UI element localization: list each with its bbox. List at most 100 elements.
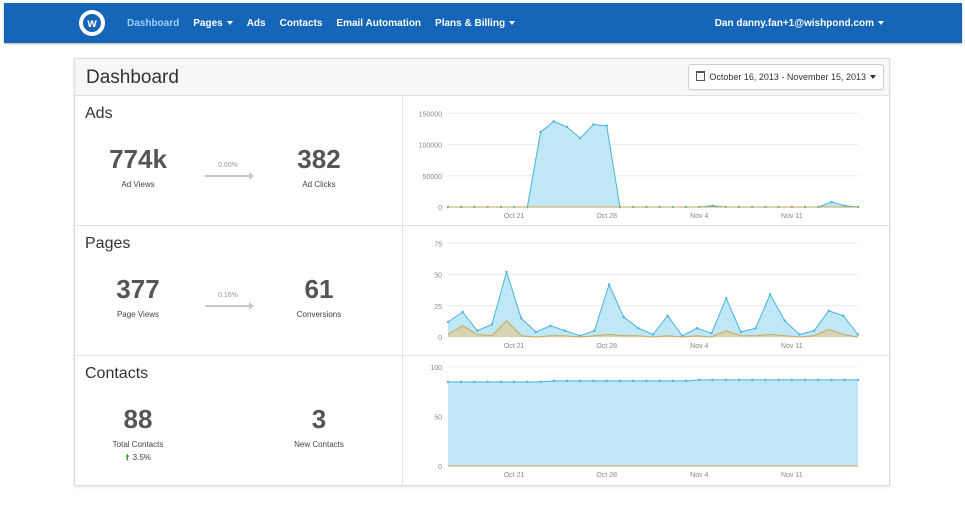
data-point [658,379,661,383]
data-point [539,130,542,134]
y-tick-label: 50 [434,273,442,280]
data-point [754,327,757,330]
nav-pages-label: Pages [193,17,223,29]
pages-chart: 0 25 50 75 Oct 21 Oct 28 Nov 4 Nov 11 [404,226,889,355]
data-point [579,137,582,140]
data-point [552,120,556,123]
data-point [446,380,450,384]
contacts-trend: 🠙 3.5% [88,450,188,466]
ad-views-label: Ad Views [121,180,155,189]
logo-letter: w [83,14,101,32]
contacts-stats: Contacts 88 Total Contacts 🠙 3.5% 3 New C… [75,356,403,485]
data-point [764,378,767,382]
data-point [622,315,625,319]
data-point [486,380,489,384]
data-point [593,329,596,332]
nav-ads[interactable]: Ads [247,18,266,29]
nav-dashboard[interactable]: Dashboard [127,18,179,29]
ad-views-value: 774k [109,144,167,174]
ads-chart: 0 50000 100000 150000 Oct 21 Oct 28 Nov 4 Nov 1… [404,96,889,225]
y-tick-label: 75 [434,241,442,248]
ad-clicks-label: Ad Clicks [302,180,336,189]
series-line [447,320,859,338]
x-tick-label: Oct 21 [504,343,525,350]
series-area [448,272,858,337]
data-point [505,270,508,274]
data-point [711,378,714,382]
data-point [605,379,608,383]
main-nav: Dashboard Pages Ads Contacts Email Autom… [127,3,529,43]
page-views-label: Page Views [116,310,160,319]
data-point [526,380,529,384]
panel-header: Dashboard October 16, 2013 - November 15… [75,59,889,96]
data-point [783,319,786,322]
ads-row: Ads 774k Ad Views 0.00% 382 Ad Clicks 0 5… [75,96,889,226]
x-tick-label: Nov 4 [690,343,708,350]
data-point [446,320,450,324]
new-contacts-value: 3 [311,404,327,434]
pages-row: Pages 377 Page Views 0.16% 61 Conversion… [75,226,889,356]
x-tick-label: Oct 28 [596,472,617,479]
data-point [830,200,833,204]
ads-area-chart: 0 50000 100000 150000 Oct 21 Oct 28 Nov 4 Nov 1… [419,111,860,220]
nav-contacts-label: Contacts [279,17,323,29]
nav-pages[interactable]: Pages [193,17,233,29]
data-point [607,283,611,286]
date-range-label: October 16, 2013 - November 15, 2013 [709,72,866,82]
data-point [645,379,648,383]
data-point [666,314,669,317]
data-point [631,379,635,383]
data-point [476,329,479,332]
data-point [695,327,699,330]
page-title: Dashboard [86,67,179,88]
arrow-right-icon [205,302,254,310]
ads-section-title: Ads [85,105,113,122]
dashboard-panel: Dashboard October 16, 2013 - November 15… [74,58,890,486]
total-contacts-label: Total Contacts [112,440,164,449]
series-line [448,120,859,208]
data-point [698,378,701,382]
data-point [684,379,688,383]
nav-contacts[interactable]: Contacts [280,18,323,29]
data-point [605,124,608,127]
data-point [777,378,780,382]
data-point [671,379,675,383]
y-tick-label: 0 [438,335,442,342]
new-contacts-label: New Contacts [294,440,344,449]
page-views-value: 377 [116,274,160,304]
data-point [803,378,807,382]
data-point [827,309,830,312]
contacts-chart: 0 50 100 Oct 21 Oct 28 Nov 4 Nov 11 [404,356,889,485]
series-area [448,320,858,337]
data-point [724,378,727,382]
y-tick-label: 100 [430,365,442,372]
pages-area-chart: 0 25 50 75 Oct 21 Oct 28 Nov 4 Nov 11 [434,241,860,350]
trend-value: 3.5% [132,453,151,462]
contacts-row: Contacts 88 Total Contacts 🠙 3.5% 3 New C… [75,356,889,485]
data-point [830,378,833,382]
data-point [768,293,772,296]
chevron-down-icon [226,21,233,25]
data-point [651,333,655,336]
conversions-value: 61 [304,274,334,304]
data-point [512,380,516,384]
y-tick-label: 0 [438,205,442,212]
nav-ads-label: Ads [246,17,266,29]
pages-section-title: Pages [85,235,131,252]
user-name: Dan danny.fan+1@wishpond.com [714,17,874,29]
date-range-picker[interactable]: October 16, 2013 - November 15, 2013 [688,64,884,90]
data-point [563,329,567,332]
data-point [790,378,794,382]
y-tick-label: 50000 [423,174,443,181]
data-point [856,378,860,382]
data-point [473,380,476,384]
data-point [725,297,728,300]
nav-plans-billing[interactable]: Plans & Billing [435,18,516,29]
chevron-down-icon [878,21,884,25]
data-point [539,380,542,384]
arrow-right-icon [205,172,254,180]
user-menu[interactable]: Dan danny.fan+1@wishpond.com [715,3,884,43]
wishpond-logo[interactable]: w [79,10,105,36]
nav-email-automation[interactable]: Email Automation [336,18,421,29]
x-tick-label: Nov 11 [781,343,803,350]
